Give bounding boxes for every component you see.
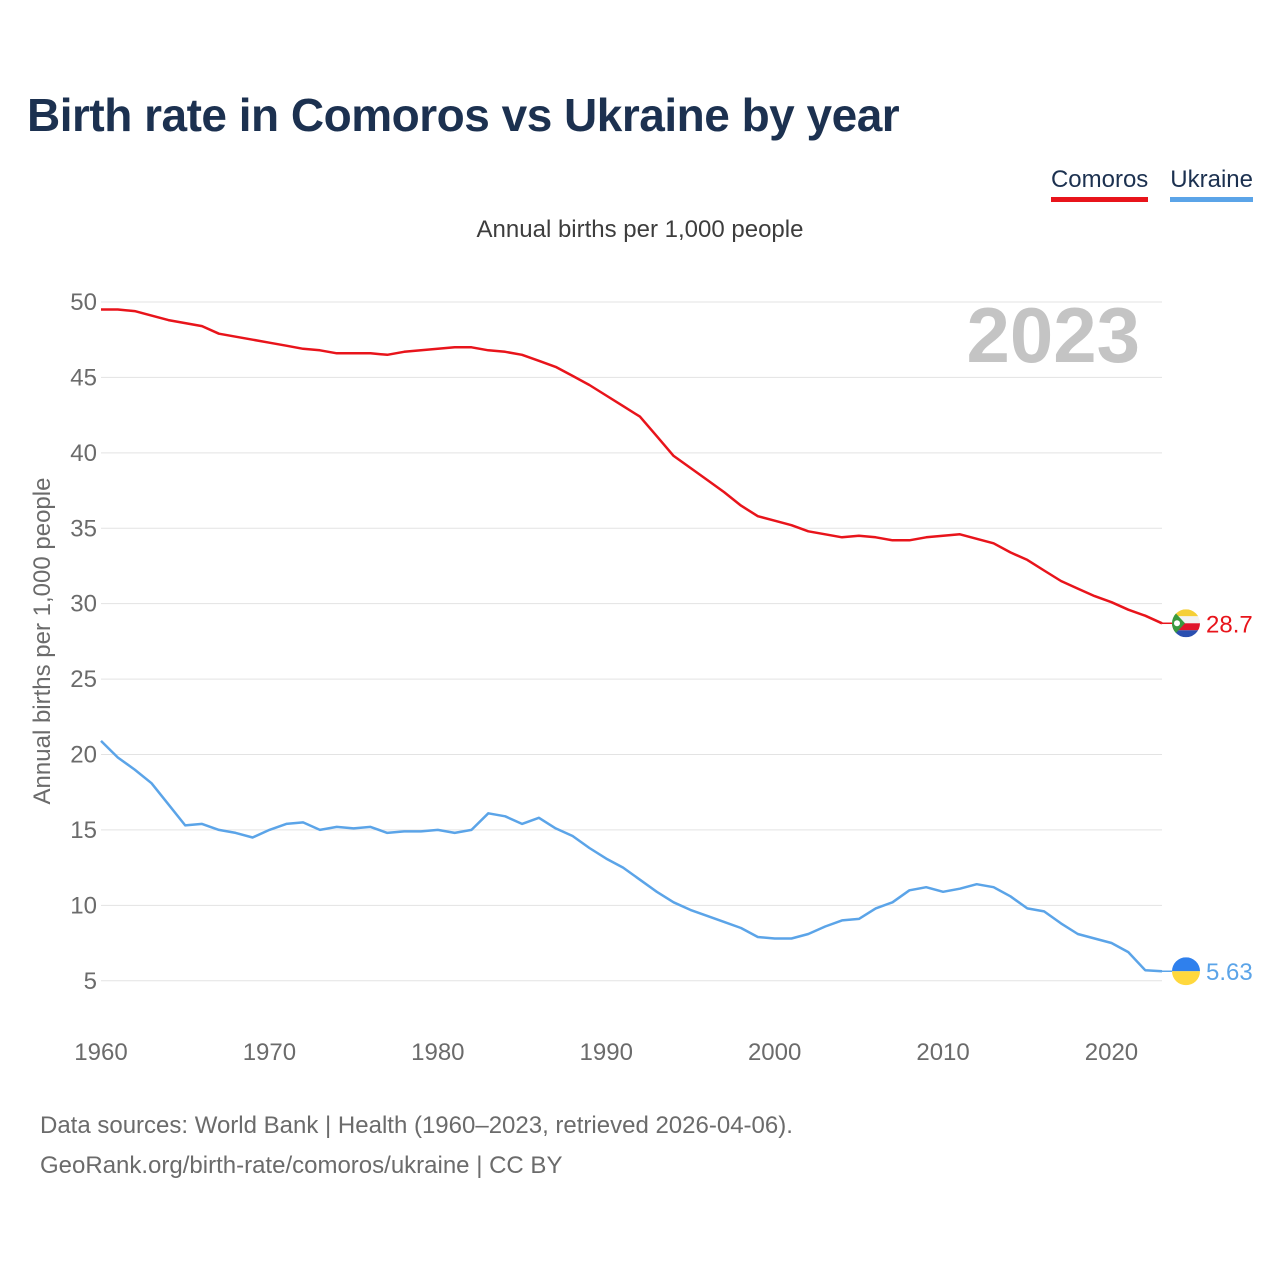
legend-item-comoros[interactable]: Comoros (1050, 166, 1149, 202)
x-tick-label: 1980 (411, 1039, 464, 1066)
comoros-flag-icon (1172, 609, 1200, 638)
end-label-comoros: 28.7 (1206, 611, 1253, 638)
y-axis-label: Annual births per 1,000 people (29, 478, 56, 805)
x-tick-label: 2020 (1085, 1039, 1138, 1066)
chart-subtitle: Annual births per 1,000 people (476, 216, 804, 243)
series-line-ukraine[interactable] (100, 740, 1163, 973)
line-chart: 5 10 15 20 25 30 35 40 45 50 1960 1970 1980 1990 2000… (29, 289, 1253, 1066)
y-tick-label: 50 (70, 289, 97, 316)
y-tick-label: 45 (70, 364, 97, 391)
legend-item-ukraine[interactable]: Ukraine (1170, 166, 1253, 202)
y-tick-label: 40 (70, 440, 97, 467)
page-title: Birth rate in Comoros vs Ukraine by year (27, 89, 900, 141)
end-markers: 28.7 5.63 (1162, 609, 1253, 986)
y-tick-label: 10 (70, 892, 97, 919)
y-tick-label: 15 (70, 817, 97, 844)
x-tick-label: 1970 (243, 1039, 296, 1066)
series-line-comoros[interactable] (101, 308, 1163, 625)
year-label: 2023 (966, 291, 1140, 379)
source-line-2[interactable]: GeoRank.org/birth-rate/comoros/ukraine |… (40, 1152, 563, 1179)
y-tick-label: 35 (70, 515, 97, 542)
y-tick-label: 25 (70, 666, 97, 693)
x-tick-label: 2010 (916, 1039, 969, 1066)
x-tick-label: 1990 (580, 1039, 633, 1066)
x-tick-label: 1960 (74, 1039, 127, 1066)
gridlines (101, 301, 1162, 982)
y-tick-label: 30 (70, 591, 97, 618)
end-label-ukraine: 5.63 (1206, 959, 1253, 986)
y-axis-ticks: 5 10 15 20 25 30 35 40 45 50 (70, 289, 97, 995)
y-tick-label: 5 (84, 968, 97, 995)
source-line-1: Data sources: World Bank | Health (1960–… (40, 1112, 793, 1139)
series-lines (100, 308, 1163, 973)
chart-legend: Comoros Ukraine (1050, 166, 1253, 202)
y-tick-label: 20 (70, 742, 97, 769)
x-tick-label: 2000 (748, 1039, 801, 1066)
data-source: Data sources: World Bank | Health (1960–… (40, 1106, 793, 1186)
ukraine-flag-icon (1172, 957, 1200, 986)
x-axis-ticks: 1960 1970 1980 1990 2000 2010 2020 (74, 1039, 1138, 1066)
